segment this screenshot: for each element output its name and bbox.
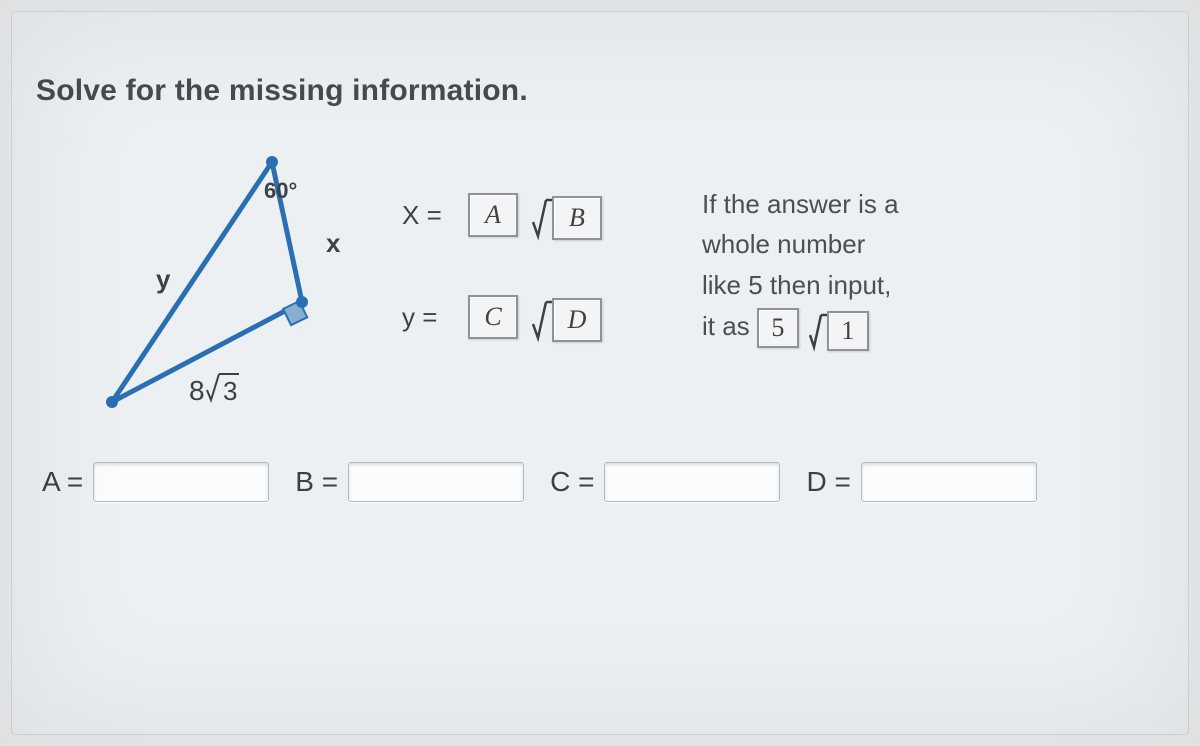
answer-a: A = [42,462,269,502]
prompt-text: Solve for the missing information. [36,74,528,108]
hint-text: If the answer is a whole number like 5 t… [702,184,1062,351]
hint-line-2: whole number [702,224,1062,264]
formula-x-row: X = A B [402,190,692,240]
example-box-1: 1 [827,311,869,351]
svg-text:x: x [326,228,341,258]
answer-b-input[interactable] [348,462,524,502]
answer-b: B = [295,462,524,502]
answer-c: C = [550,462,780,502]
svg-text:y: y [156,264,171,294]
svg-text:60°: 60° [264,178,297,203]
hint-line-3: like 5 then input, [702,265,1062,305]
example-radical: 1 [803,305,869,351]
box-b: B [552,196,602,240]
example-box-5: 5 [757,308,799,348]
hint-example: 5 1 [757,305,869,351]
triangle-svg: 60° x y 8 3 [82,152,362,432]
answer-c-label: C = [550,466,594,498]
y-equals-label: y = [402,302,458,333]
x-equals-label: X = [402,200,458,231]
box-a: A [468,193,518,237]
svg-text:3: 3 [223,376,237,406]
box-d: D [552,298,602,342]
answer-d: D = [806,462,1036,502]
radical-d: D [526,292,602,342]
answer-a-input[interactable] [93,462,269,502]
answer-row: A = B = C = D = [42,462,1158,502]
answer-d-label: D = [806,466,850,498]
hint-line-4-prefix: it as [702,311,750,341]
svg-text:8: 8 [189,375,205,406]
triangle-diagram: 60° x y 8 3 [82,152,362,432]
box-c: C [468,295,518,339]
formula-area: X = A B y = C D [402,190,692,394]
formula-y-row: y = C D [402,292,692,342]
radical-b: B [526,190,602,240]
answer-c-input[interactable] [604,462,780,502]
answer-d-input[interactable] [861,462,1037,502]
hint-line-1: If the answer is a [702,184,1062,224]
answer-b-label: B = [295,466,338,498]
question-card: Solve for the missing information. 60° x… [12,12,1188,734]
hint-line-4: it as 5 1 [702,305,1062,351]
answer-a-label: A = [42,466,83,498]
